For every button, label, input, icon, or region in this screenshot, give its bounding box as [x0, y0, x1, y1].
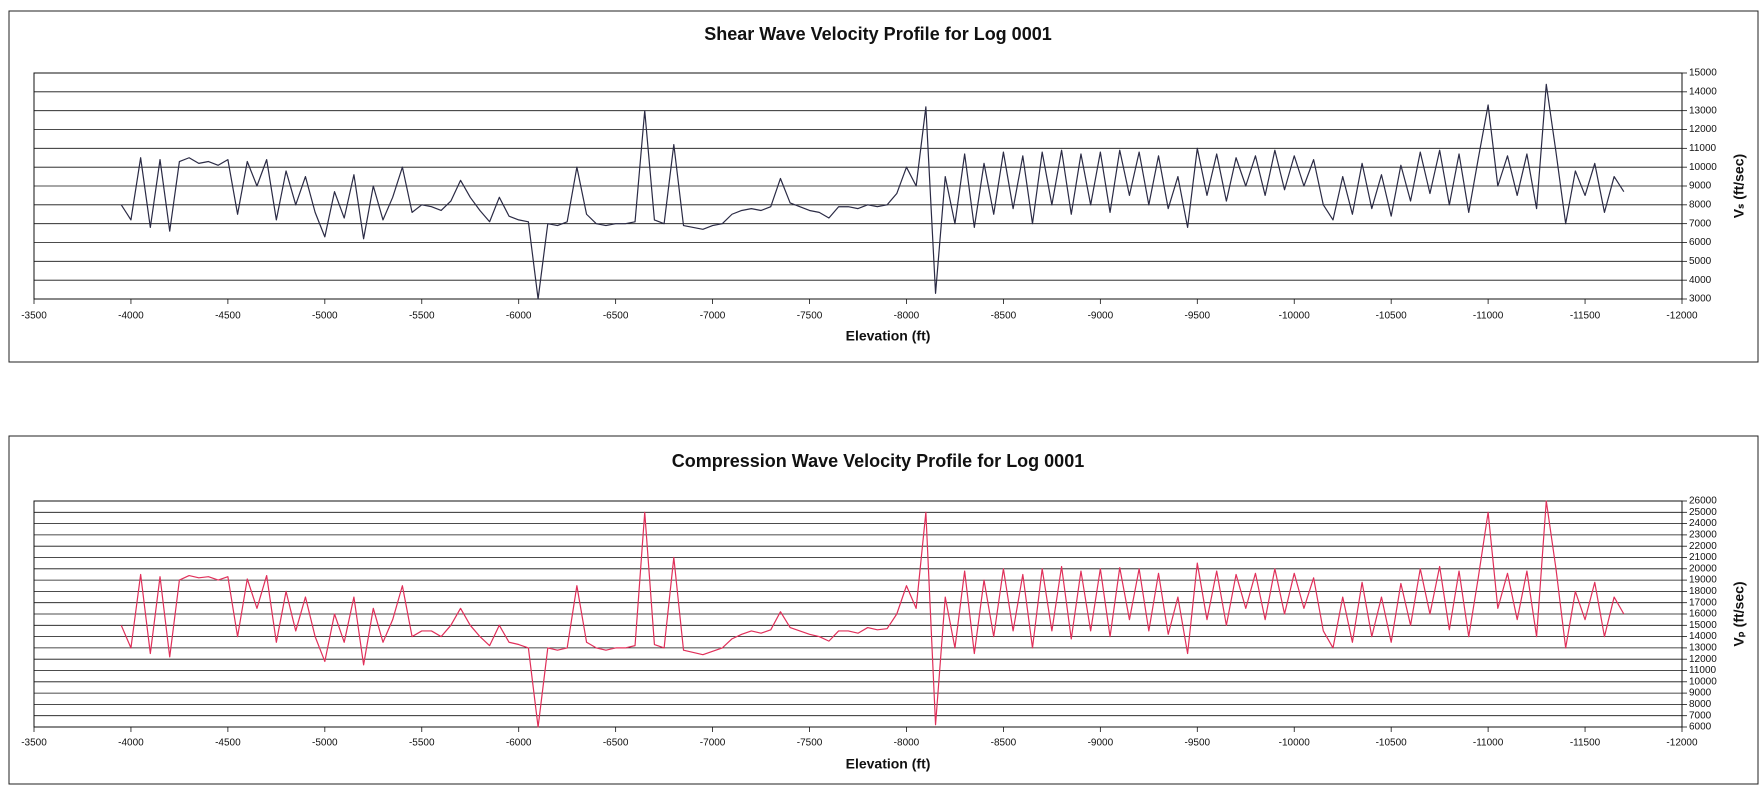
y-tick-label: 12000	[1689, 654, 1717, 665]
x-tick-label: -10000	[1279, 311, 1311, 322]
y-tick-label: 16000	[1689, 609, 1717, 620]
y-tick-label: 22000	[1689, 541, 1717, 552]
x-tick-label: -4000	[118, 311, 144, 322]
y-tick-label: 11000	[1689, 143, 1717, 154]
y-tick-label: 14000	[1689, 631, 1717, 642]
x-tick-label: -6500	[603, 311, 629, 322]
x-axis-title: Elevation (ft)	[846, 328, 931, 344]
data-line	[120, 83, 1625, 300]
y-tick-label: 8000	[1689, 699, 1712, 710]
x-tick-label: -8000	[894, 311, 920, 322]
x-tick-label: -8500	[991, 738, 1017, 749]
y-tick-label: 9000	[1689, 688, 1712, 699]
y-tick-label: 7000	[1689, 218, 1712, 229]
x-tick-label: -7500	[797, 738, 823, 749]
x-tick-label: -5000	[312, 738, 338, 749]
x-tick-label: -10000	[1279, 738, 1311, 749]
y-tick-label: 18000	[1689, 586, 1717, 597]
x-axis-title: Elevation (ft)	[846, 756, 931, 772]
x-tick-label: -7000	[700, 311, 726, 322]
y-tick-label: 10000	[1689, 676, 1717, 687]
y-tick-label: 24000	[1689, 518, 1717, 529]
x-tick-label: -4500	[215, 311, 241, 322]
x-tick-label: -3500	[21, 738, 47, 749]
x-tick-label: -5500	[409, 311, 435, 322]
y-tick-label: 13000	[1689, 643, 1717, 654]
chart-frame	[8, 10, 1759, 363]
y-axis-title: Vₚ (ft/sec)	[1731, 581, 1747, 646]
x-tick-label: -11500	[1570, 311, 1601, 322]
x-tick-label: -7500	[797, 311, 823, 322]
plot-frame	[33, 500, 1683, 728]
y-tick-label: 15000	[1689, 68, 1717, 79]
y-tick-label: 8000	[1689, 199, 1712, 210]
y-tick-label: 23000	[1689, 530, 1717, 541]
chart-title: Compression Wave Velocity Profile for Lo…	[672, 451, 1084, 471]
y-tick-label: 20000	[1689, 563, 1717, 574]
y-tick-label: 13000	[1689, 105, 1717, 116]
x-tick-label: -4500	[215, 738, 241, 749]
y-tick-label: 12000	[1689, 124, 1717, 135]
x-tick-label: -5500	[409, 738, 435, 749]
x-tick-label: -7000	[700, 738, 726, 749]
y-tick-label: 6000	[1689, 722, 1712, 733]
x-tick-label: -3500	[21, 311, 47, 322]
y-tick-label: 15000	[1689, 620, 1717, 631]
y-tick-label: 26000	[1689, 496, 1717, 507]
x-tick-label: -6000	[506, 311, 532, 322]
data-line	[120, 500, 1625, 728]
y-tick-label: 11000	[1689, 665, 1717, 676]
x-tick-label: -9500	[1185, 311, 1211, 322]
x-tick-label: -11000	[1473, 311, 1504, 322]
x-tick-label: -11000	[1473, 738, 1504, 749]
x-tick-label: -5000	[312, 311, 338, 322]
y-axis-title: Vₛ (ft/sec)	[1731, 154, 1747, 218]
y-tick-label: 25000	[1689, 507, 1717, 518]
y-tick-label: 6000	[1689, 237, 1712, 248]
x-tick-label: -4000	[118, 738, 144, 749]
y-tick-label: 4000	[1689, 275, 1712, 286]
x-tick-label: -8500	[991, 311, 1017, 322]
y-tick-label: 21000	[1689, 552, 1717, 563]
x-tick-label: -6000	[506, 738, 532, 749]
y-tick-label: 3000	[1689, 294, 1712, 305]
x-tick-label: -10500	[1376, 311, 1408, 322]
x-tick-label: -11500	[1570, 738, 1601, 749]
x-tick-label: -10500	[1376, 738, 1408, 749]
y-tick-label: 10000	[1689, 162, 1717, 173]
y-tick-label: 7000	[1689, 710, 1712, 721]
x-tick-label: -12000	[1666, 311, 1698, 322]
x-tick-label: -9500	[1185, 738, 1211, 749]
x-tick-label: -8000	[894, 738, 920, 749]
y-tick-label: 17000	[1689, 597, 1717, 608]
y-tick-label: 9000	[1689, 181, 1712, 192]
y-tick-label: 14000	[1689, 86, 1717, 97]
y-tick-label: 19000	[1689, 575, 1717, 586]
x-tick-label: -6500	[603, 738, 629, 749]
plot-frame	[33, 72, 1683, 300]
chart-frame	[8, 435, 1759, 785]
x-tick-label: -9000	[1088, 738, 1114, 749]
x-tick-label: -9000	[1088, 311, 1114, 322]
y-tick-label: 5000	[1689, 256, 1712, 267]
chart-title: Shear Wave Velocity Profile for Log 0001	[704, 24, 1051, 44]
x-tick-label: -12000	[1666, 738, 1698, 749]
